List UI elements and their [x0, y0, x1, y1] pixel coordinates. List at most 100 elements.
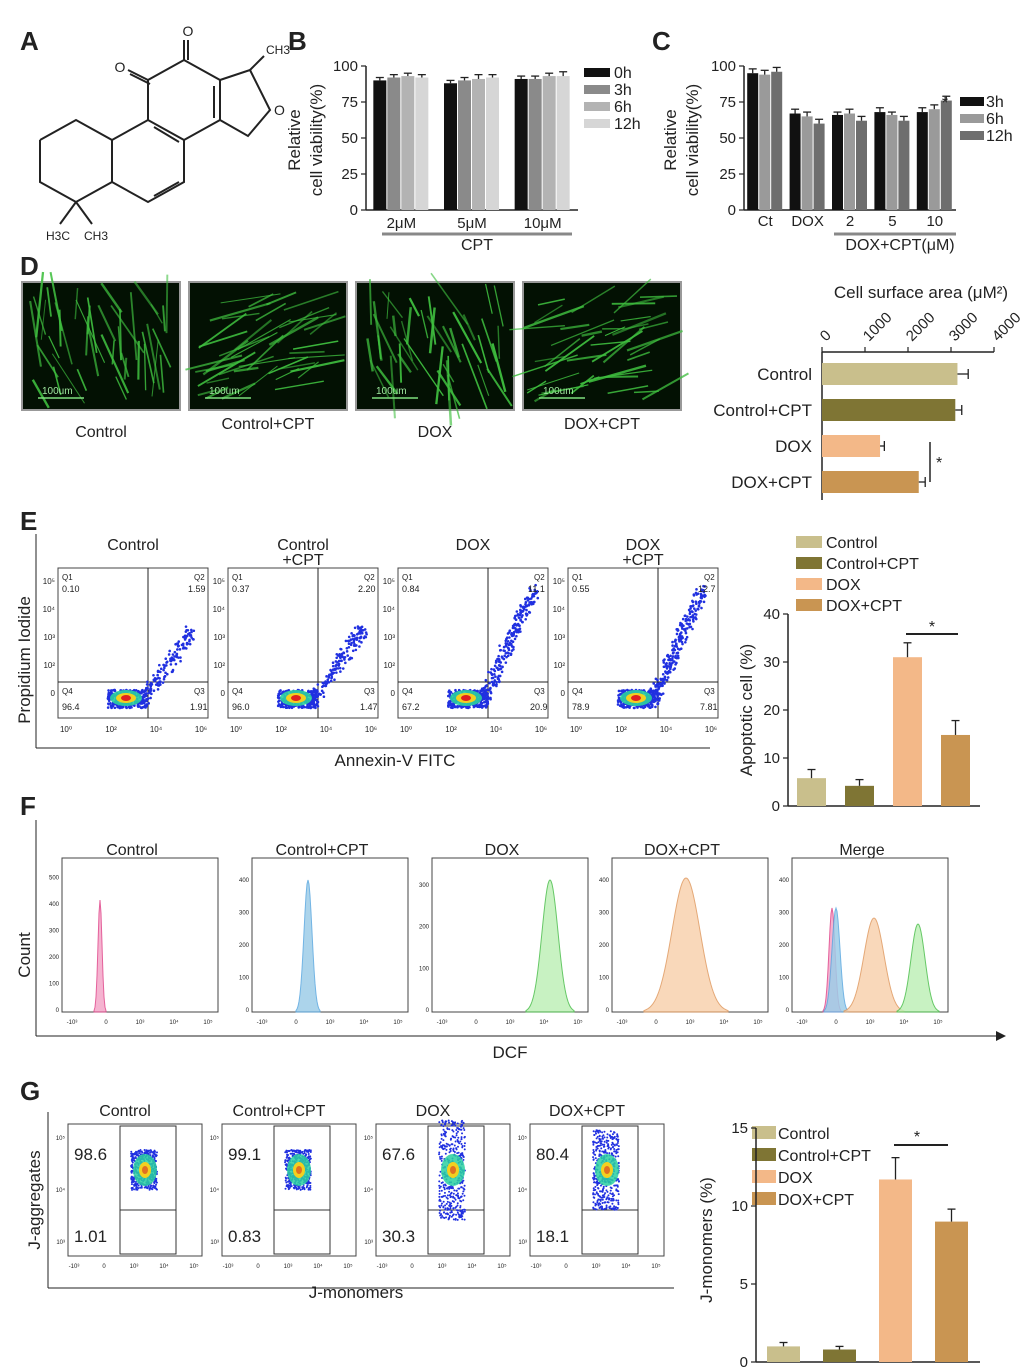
axis-tick-label: 10⁵ — [210, 1135, 220, 1142]
axis-tick-label: 0 — [561, 689, 566, 698]
flow-plot — [57, 567, 209, 719]
y-tick-label: 15 — [731, 1120, 748, 1137]
axis-tick-label: 500 — [49, 875, 60, 881]
micrograph — [355, 272, 515, 426]
bar — [797, 778, 826, 806]
plot-title: DOX — [626, 537, 661, 554]
bar — [401, 76, 415, 210]
legend-swatch — [584, 85, 610, 94]
atom-label: CH3 — [84, 229, 108, 243]
bar — [415, 77, 429, 211]
axis-tick-label: 10³ — [592, 1264, 601, 1270]
micrograph-label: DOX — [418, 424, 453, 441]
axis-tick-label: -10³ — [377, 1264, 388, 1270]
axis-tick-label: 0 — [410, 1264, 414, 1270]
axis-tick-label: 10⁴ — [539, 1019, 549, 1026]
quadrant-value: 1.01 — [74, 1227, 107, 1246]
x-tick-label: DOX — [791, 213, 824, 230]
quadrant-value: 0.37 — [232, 584, 250, 594]
axis-tick-label: 0 — [606, 1008, 610, 1014]
legend-label: 12h — [614, 116, 641, 133]
bar — [444, 83, 457, 210]
bar — [893, 657, 922, 806]
axis-tick-label: -10³ — [223, 1264, 234, 1270]
axis-tick-label: 10² — [553, 661, 565, 670]
axis-tick-label: 10⁰ — [570, 725, 582, 734]
quadrant-name: Q2 — [194, 573, 205, 582]
bar — [928, 109, 940, 210]
axis-tick-label: 10⁵ — [343, 1263, 353, 1270]
panel-letter-A: A — [20, 26, 39, 56]
quadrant-name: Q1 — [572, 573, 583, 582]
axis-tick-label: 10⁴ — [169, 1019, 179, 1026]
axis-tick-label: 0 — [654, 1020, 658, 1026]
axis-tick-label: -10³ — [257, 1020, 268, 1026]
x-tick-label: 0 — [817, 327, 835, 345]
flow-plot — [529, 1123, 665, 1257]
x-tick-label: 2000 — [903, 309, 939, 345]
axis-tick-label: 10⁵ — [43, 577, 55, 586]
bar — [458, 80, 471, 211]
quadrant-value: 0.83 — [228, 1227, 261, 1246]
x-tick-label: 5 — [888, 213, 896, 230]
axis-tick-label: 10⁴ — [320, 725, 333, 734]
axis-tick-label: 10³ — [553, 633, 565, 642]
y-axis-label: J-monomers (%) — [697, 1177, 716, 1303]
axis-tick-label: 10⁴ — [213, 605, 226, 614]
y-tick-label: 25 — [341, 166, 358, 183]
y-tick-label: 5 — [740, 1276, 748, 1293]
flow-plot — [67, 1123, 203, 1257]
legend-swatch — [960, 114, 984, 123]
atom-label: O — [274, 102, 285, 118]
significance-mark: * — [942, 95, 948, 112]
bar — [813, 123, 825, 210]
legend-label: 12h — [986, 128, 1013, 145]
axis-tick-label: 10⁴ — [364, 1187, 374, 1194]
significance-mark: * — [936, 455, 942, 472]
chart-C — [739, 65, 956, 211]
axis-tick-label: 400 — [599, 878, 610, 884]
quadrant-value: 67.6 — [382, 1145, 415, 1164]
legend-swatch — [796, 599, 822, 611]
bar — [373, 80, 387, 211]
axis-tick-label: 300 — [779, 911, 790, 917]
x-tick-label: 4000 — [989, 309, 1020, 345]
bar — [940, 100, 952, 210]
quadrant-value: 1.47 — [360, 702, 378, 712]
x-axis-label: DCF — [493, 1043, 528, 1062]
axis-tick-label: 200 — [49, 955, 60, 961]
quadrant-name: Q2 — [364, 573, 375, 582]
y-axis-label: Relative — [661, 109, 680, 170]
atom-label: O — [115, 59, 126, 75]
micrograph — [185, 281, 348, 411]
legend-swatch — [796, 536, 822, 548]
quadrant-name: Q4 — [402, 687, 413, 696]
quadrant-value: 11.1 — [528, 584, 545, 594]
axis-tick-label: -10³ — [797, 1020, 808, 1026]
quadrant-name: Q3 — [704, 687, 715, 696]
axis-tick-label: 10³ — [686, 1020, 695, 1026]
plot-title: DOX — [456, 537, 491, 554]
axis-tick-label: 10⁶ — [535, 725, 547, 734]
bar — [823, 1349, 856, 1362]
flow-plot — [221, 1123, 357, 1257]
axis-tick-label: 10² — [275, 725, 287, 734]
plot-title: Control+CPT — [276, 842, 369, 859]
legend-swatch — [796, 578, 822, 590]
chart-D — [821, 347, 995, 500]
y-axis-label: Apoptotic cell (%) — [737, 644, 756, 776]
bar — [822, 471, 919, 493]
axis-tick-label: 10⁴ — [719, 1019, 729, 1026]
plot-title: +CPT — [282, 552, 324, 569]
axis-tick-label: 10³ — [383, 633, 395, 642]
axis-tick-label: -10³ — [617, 1020, 628, 1026]
quadrant-name: Q1 — [232, 573, 243, 582]
y-tick-label: 10 — [763, 750, 780, 767]
quadrant-value: 96.4 — [62, 702, 80, 712]
histogram — [251, 857, 409, 1013]
quadrant-value: 7.81 — [700, 702, 718, 712]
scale-bar-label: 100um — [209, 386, 240, 397]
axis-tick-label: 10⁰ — [400, 725, 412, 734]
bar — [916, 112, 928, 210]
x-axis-label: Annexin-V FITC — [335, 751, 456, 770]
